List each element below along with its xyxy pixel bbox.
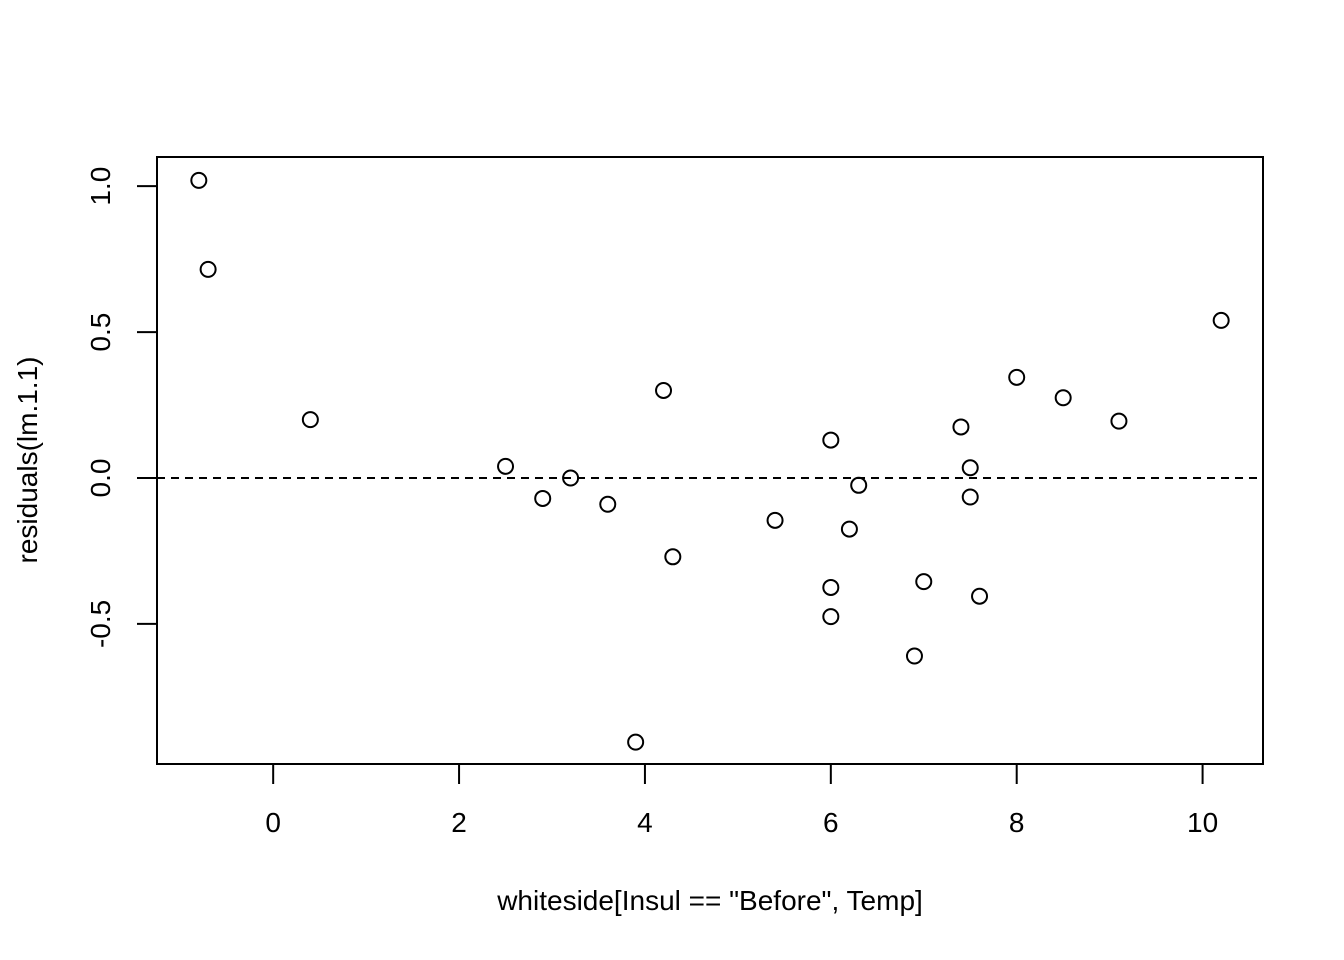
data-point (840, 520, 858, 538)
data-points (190, 171, 1230, 751)
x-axis: 0 2 4 6 8 10 (265, 763, 1218, 838)
x-tick-label: 4 (637, 807, 653, 838)
y-tick-label: 0.5 (85, 313, 116, 352)
data-point (915, 573, 933, 591)
data-point (822, 608, 840, 626)
data-point (1054, 389, 1072, 407)
data-point (534, 489, 552, 507)
y-axis-label: residuals(lm.1.1) (12, 357, 43, 564)
data-point (850, 476, 868, 494)
data-point (190, 171, 208, 189)
data-point (301, 411, 319, 429)
plot-frame (156, 156, 1264, 765)
data-point (822, 578, 840, 596)
data-point (822, 431, 840, 449)
data-point (497, 457, 515, 475)
x-tick-label: 8 (1009, 807, 1025, 838)
x-axis-label: whiteside[Insul == "Before", Temp] (496, 885, 923, 916)
data-point (905, 647, 923, 665)
data-point (627, 733, 645, 751)
data-point (961, 459, 979, 477)
y-tick-label: -0.5 (85, 600, 116, 648)
data-point (1110, 412, 1128, 430)
y-tick-label: 1.0 (85, 167, 116, 206)
x-tick-label: 6 (823, 807, 839, 838)
data-point (562, 469, 580, 487)
data-point (1008, 368, 1026, 386)
data-point (655, 381, 673, 399)
data-point (961, 488, 979, 506)
data-point (1212, 311, 1230, 329)
data-point (199, 260, 217, 278)
data-point (971, 587, 989, 605)
x-tick-label: 0 (265, 807, 281, 838)
data-point (952, 418, 970, 436)
y-axis: -0.5 0.0 0.5 1.0 (85, 167, 158, 648)
data-point (599, 495, 617, 513)
x-tick-label: 2 (451, 807, 467, 838)
data-point (766, 511, 784, 529)
data-point (664, 548, 682, 566)
y-tick-label: 0.0 (85, 459, 116, 498)
x-tick-label: 10 (1187, 807, 1218, 838)
